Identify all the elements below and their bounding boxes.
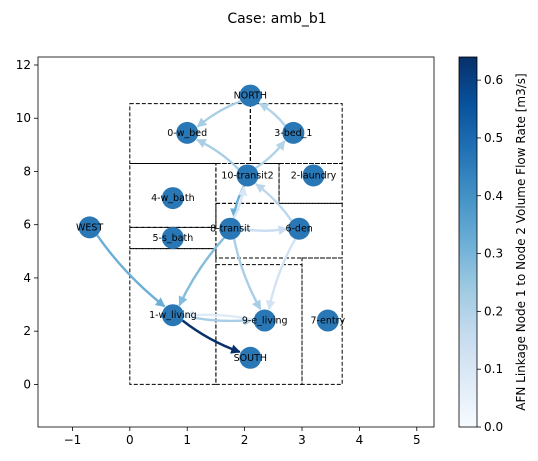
node-7-entry [316,309,339,332]
y-tick-label: 2 [23,324,31,338]
y-axis: 0 2 4 6 8 10 12 [16,58,38,391]
edge-9-e_living-to-1-w_living [183,310,254,322]
node-label: 4-w_bath [151,193,195,204]
node-label: 1-w_living [149,310,197,321]
node-5-s_bath [161,227,184,250]
edge-6-den-to-9-e_living [265,238,297,311]
node-2-laundry [302,164,325,187]
plot-frame [37,56,435,428]
node-label: 2-laundry [291,170,337,181]
colorbar-tick-label: 0.0 [484,420,503,434]
node-label: SOUTH [234,353,267,364]
y-tick-label: 0 [23,377,31,391]
x-axis: −1 0 1 2 3 4 5 [64,427,421,447]
edge-8-transit-to-6-den [241,225,289,235]
colorbar-tick-label: 0.6 [484,73,503,87]
colorbar-tick-label: 0.5 [484,131,503,145]
node-label: WEST [76,222,103,233]
edge-WEST-to-1-w_living [96,234,166,308]
x-tick-label: 0 [126,433,134,447]
node-SOUTH [239,346,262,369]
edge-6-den-to-10-transit2 [255,183,293,222]
node-label: 7-entry [311,316,346,327]
node-label: 3-bed_1 [274,128,312,139]
y-tick-label: 10 [16,111,31,125]
colorbar-tick-label: 0.1 [484,362,503,376]
edge-8-transit-to-1-w_living [178,237,226,307]
room-outline [249,103,343,164]
y-tick-label: 12 [16,58,31,72]
chart-title: Case: amb_b1 [227,11,326,27]
x-tick-label: 3 [298,433,306,447]
x-tick-label: 5 [413,433,421,447]
node-label: 0-w_bed [167,128,207,139]
edge-10-transit2-to-0-w_bed [196,138,240,170]
y-tick-label: 8 [23,164,31,178]
node-NORTH [239,84,262,107]
node-4-w_bath [161,187,184,210]
node-9-e_living [253,309,276,332]
edge-3-bed_1-to-NORTH [258,102,287,127]
node-label: NORTH [234,91,267,102]
x-tick-label: 4 [356,433,364,447]
y-tick-label: 6 [23,218,31,232]
node-0-w_bed [176,121,199,144]
node-label: 10-transit2 [221,170,273,181]
node-label: 8-transit [210,224,251,235]
node-3-bed_1 [282,121,305,144]
node-8-transit [219,217,242,240]
colorbar: 0.0 0.1 0.2 0.3 0.4 0.5 0.6 [458,56,503,434]
edge-8-transit-to-9-e_living [232,238,262,311]
y-tick-label: 4 [23,271,31,285]
x-tick-label: 2 [241,433,249,447]
plot-area: NORTH 0-w_bed 3-bed_1 10-transit2 2-laundry 4… [76,84,346,385]
node-6-den [288,217,311,240]
colorbar-gradient [458,56,478,428]
node-10-transit2 [236,164,259,187]
edge-10-transit2-to-3-bed_1 [254,140,286,169]
node-label: 6-den [285,224,312,235]
node-label: 9-e_living [242,316,288,327]
node-WEST [78,216,101,239]
edge-1-w_living-to-SOUTH [181,319,241,354]
x-tick-label: 1 [183,433,191,447]
node-1-w_living [161,304,184,327]
node-label: 5-s_bath [152,233,193,244]
colorbar-tick-label: 0.3 [484,247,503,261]
colorbar-tick-label: 0.4 [484,189,503,203]
x-tick-label: −1 [64,433,82,447]
colorbar-tick-label: 0.2 [484,304,503,318]
edge-8-transit-to-10-transit2 [232,185,248,219]
colorbar-label: AFN Linkage Node 1 to Node 2 Volume Flow… [514,73,528,410]
edge-NORTH-to-0-w_bed [196,100,242,128]
